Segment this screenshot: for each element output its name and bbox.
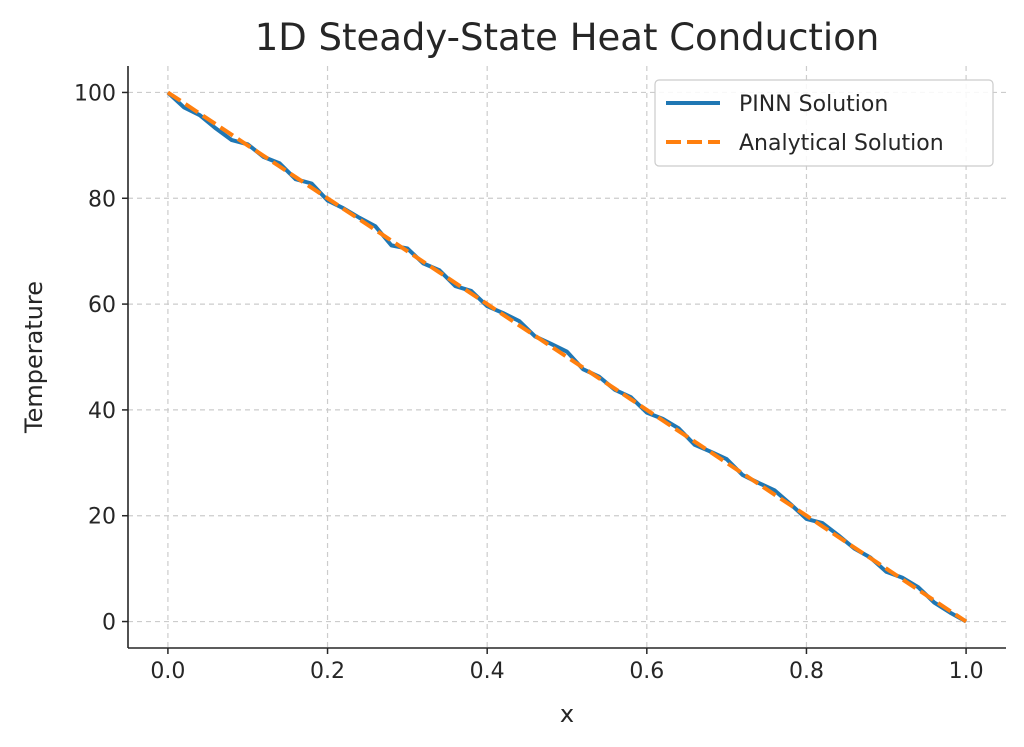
- analytical-solution-line: [166, 90, 968, 624]
- axes: 0.0 0.2 0.4 0.6 0.8 1.0 0 20 40 60 80 100: [74, 66, 1006, 684]
- legend-label-pinn: PINN Solution: [739, 92, 888, 117]
- legend-box: [654, 79, 994, 167]
- y-tick-label: 0: [102, 611, 116, 636]
- y-tick-label: 40: [88, 399, 116, 424]
- legend-label-analytical: Analytical Solution: [739, 131, 944, 156]
- legend: PINN Solution Analytical Solution: [654, 79, 994, 167]
- x-tick-label: 0.0: [150, 659, 185, 684]
- x-tick-label: 0.4: [470, 659, 505, 684]
- x-tick-label: 0.2: [310, 659, 345, 684]
- y-tick-label: 100: [74, 81, 116, 106]
- y-axis-label: Temperature: [20, 281, 48, 434]
- y-tick-label: 60: [88, 293, 116, 318]
- pinn-solution-line: [166, 91, 968, 624]
- y-tick-label: 20: [88, 505, 116, 530]
- x-axis-label: x: [560, 700, 574, 728]
- y-tick-label: 80: [88, 187, 116, 212]
- x-tick-label: 0.8: [789, 659, 824, 684]
- x-tick-label: 0.6: [629, 659, 664, 684]
- x-tick-label: 1.0: [949, 659, 984, 684]
- series-group: [166, 90, 968, 624]
- grid: [128, 66, 1006, 648]
- chart-title: 1D Steady-State Heat Conduction: [255, 16, 880, 59]
